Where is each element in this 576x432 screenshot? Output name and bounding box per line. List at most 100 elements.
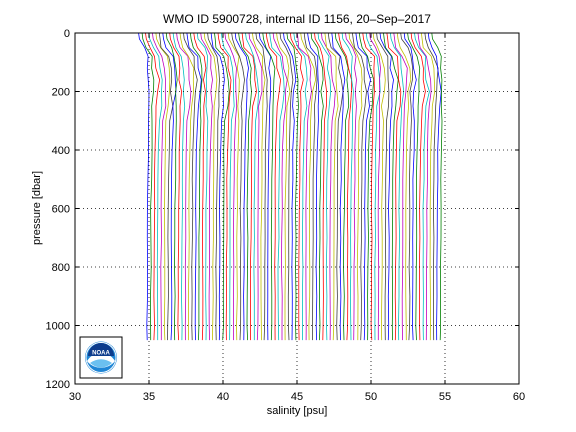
profile-line [255, 32, 268, 341]
profile-line [165, 32, 178, 341]
profile-line [400, 32, 414, 341]
profile-line [269, 32, 285, 341]
profile-line [383, 32, 399, 341]
profile-line [290, 32, 304, 341]
profile-line [141, 32, 155, 341]
profile-line [317, 32, 332, 341]
profile-line [203, 32, 218, 341]
profile-line [314, 32, 328, 341]
y-axis-label: pressure [dbar] [31, 171, 43, 245]
profile-line [331, 32, 346, 341]
profile-line [417, 32, 432, 341]
profile-line [186, 32, 202, 341]
profile-line [272, 32, 288, 341]
profile-line [355, 32, 371, 341]
profile-line [303, 32, 318, 341]
profile-line [362, 32, 375, 341]
profile-line [307, 32, 320, 341]
profile-line [241, 32, 257, 341]
profile-line [410, 32, 426, 341]
profile-line [258, 32, 272, 341]
y-tick-label: 800 [52, 262, 70, 274]
chart-title: WMO ID 5900728, internal ID 1156, 20–Sep… [163, 12, 431, 26]
profile-line [227, 32, 240, 341]
profile-line [300, 32, 317, 341]
profile-line [262, 32, 276, 341]
profile-line [162, 32, 177, 341]
profile-line [152, 32, 167, 341]
profile-line [234, 32, 249, 341]
y-tick-label: 0 [64, 28, 70, 40]
profile-line [221, 32, 235, 341]
profile-line [348, 32, 363, 341]
profile-lines [138, 32, 443, 341]
profile-line [138, 32, 150, 341]
profile-line [352, 32, 367, 341]
profile-line [393, 32, 408, 341]
profile-line [324, 32, 339, 341]
profile-line [193, 32, 207, 341]
profile-line [365, 32, 381, 341]
profile-line [396, 32, 412, 341]
profile-line [210, 32, 225, 341]
profile-line [252, 32, 266, 341]
profile-line [379, 32, 394, 341]
profile-line [145, 32, 161, 341]
profile-line [424, 32, 439, 341]
x-tick-label: 50 [365, 391, 377, 403]
x-tick-label: 40 [217, 391, 229, 403]
profile-line [190, 32, 203, 341]
profile-line [200, 32, 213, 341]
y-tick-label: 600 [52, 204, 70, 216]
profile-line [296, 32, 312, 341]
noaa-logo: NOAA [79, 336, 123, 379]
profile-line [386, 32, 402, 341]
profile-line [369, 32, 381, 341]
y-tick-label: 1000 [46, 321, 70, 333]
profile-line [321, 32, 336, 341]
profile-line [390, 32, 405, 341]
profile-line [372, 32, 386, 341]
profile-line [248, 32, 263, 341]
profile-line [376, 32, 390, 341]
profile-line [231, 32, 245, 341]
profile-line [265, 32, 282, 341]
profile-line [155, 32, 171, 341]
profile-line [421, 32, 436, 341]
profile-line [341, 32, 354, 341]
grid-lines [75, 33, 519, 384]
profile-line [310, 32, 324, 341]
y-tick-label: 400 [52, 145, 70, 157]
profile-line [279, 32, 294, 341]
profile-line [427, 32, 442, 341]
profile-line [358, 32, 375, 341]
profile-line [172, 32, 186, 341]
profile-line [327, 32, 344, 341]
x-axis-label: salinity [psu] [267, 405, 328, 417]
profile-line [293, 32, 308, 341]
profile-line [214, 32, 230, 341]
y-tick-label: 1200 [46, 379, 70, 391]
logo-text: NOAA [92, 351, 110, 357]
profile-line [414, 32, 430, 341]
profile-line [148, 32, 163, 341]
profile-line [403, 32, 417, 341]
profile-line [276, 32, 291, 341]
x-tick-label: 30 [69, 391, 81, 403]
y-tick-label: 200 [52, 87, 70, 99]
profile-line [407, 32, 421, 341]
x-tick-label: 55 [439, 391, 451, 403]
profile-line [179, 32, 195, 341]
profile-line [283, 32, 297, 341]
profile-line [245, 32, 260, 341]
profile-line [338, 32, 352, 341]
profile-line [169, 32, 183, 341]
profile-line [224, 32, 238, 341]
profile-line [334, 32, 350, 341]
profile-line [207, 32, 220, 341]
profile-line [286, 32, 299, 341]
profile-line [345, 32, 357, 341]
x-tick-label: 35 [143, 391, 155, 403]
